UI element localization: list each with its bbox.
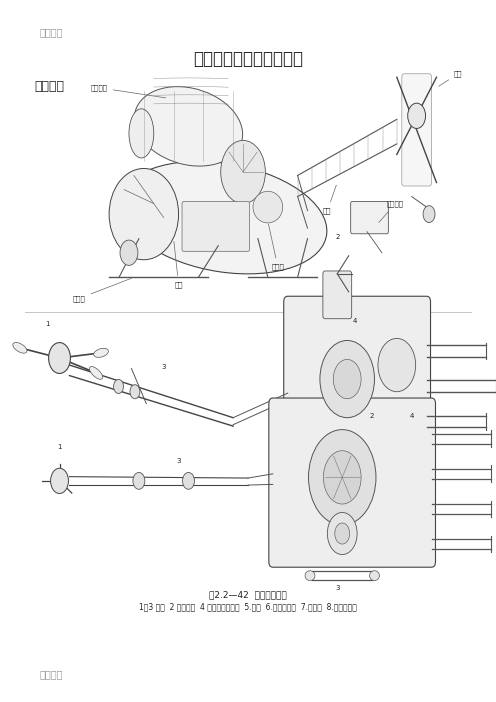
Ellipse shape (134, 86, 243, 166)
Text: 1: 1 (57, 444, 62, 450)
Ellipse shape (89, 366, 103, 379)
Circle shape (130, 385, 140, 399)
Text: 3: 3 (161, 364, 166, 369)
Text: 直升飞机构造及飞行原理: 直升飞机构造及飞行原理 (193, 50, 303, 68)
Ellipse shape (109, 168, 179, 260)
Text: 构造简图: 构造简图 (35, 80, 64, 93)
Text: 发动机舱: 发动机舱 (91, 84, 166, 98)
Text: 2: 2 (335, 234, 339, 239)
Text: 2: 2 (370, 413, 374, 418)
FancyBboxPatch shape (323, 271, 352, 319)
Text: 3: 3 (176, 458, 181, 464)
Circle shape (320, 340, 374, 418)
Ellipse shape (370, 571, 379, 581)
Circle shape (323, 451, 361, 504)
Text: 起落架: 起落架 (73, 278, 131, 302)
Circle shape (327, 512, 357, 555)
Circle shape (49, 343, 70, 373)
Circle shape (408, 103, 426, 128)
Text: 尾桨: 尾桨 (439, 70, 462, 86)
FancyBboxPatch shape (269, 398, 435, 567)
Ellipse shape (129, 109, 154, 158)
Ellipse shape (221, 140, 265, 204)
Circle shape (120, 240, 138, 265)
Text: 精品文档: 精品文档 (40, 27, 63, 37)
FancyBboxPatch shape (402, 74, 432, 186)
Circle shape (133, 472, 145, 489)
Text: 过滤器: 过滤器 (268, 224, 284, 270)
Text: 座舱: 座舱 (174, 241, 183, 288)
Ellipse shape (253, 191, 283, 223)
Circle shape (378, 338, 416, 392)
Text: 尾梁: 尾梁 (323, 185, 336, 214)
FancyBboxPatch shape (351, 201, 388, 234)
Text: 4: 4 (353, 318, 357, 324)
FancyBboxPatch shape (182, 201, 249, 251)
Text: 3: 3 (335, 585, 340, 590)
Circle shape (309, 430, 376, 525)
Circle shape (183, 472, 194, 489)
Text: 水平尾翼: 水平尾翼 (379, 200, 404, 223)
Ellipse shape (120, 161, 327, 274)
Text: 图2.2—42  直升机传动轴: 图2.2—42 直升机传动轴 (209, 591, 287, 600)
Ellipse shape (305, 571, 315, 581)
Circle shape (51, 468, 68, 494)
Text: 精品文档: 精品文档 (40, 669, 63, 679)
Circle shape (114, 379, 124, 393)
Circle shape (335, 523, 350, 544)
Circle shape (333, 359, 361, 399)
Circle shape (423, 206, 435, 223)
Text: 4: 4 (410, 413, 414, 418)
Ellipse shape (94, 348, 109, 357)
FancyBboxPatch shape (284, 296, 431, 448)
Text: 1、3 主轴  2 主减速器  4 通风扇差转动轴  5.尾管  6.卡伦减速将  7.中间箱  8.尾部减速器: 1、3 主轴 2 主减速器 4 通风扇差转动轴 5.尾管 6.卡伦减速将 7.中… (139, 603, 357, 611)
Ellipse shape (13, 343, 27, 353)
Text: 1: 1 (45, 322, 50, 327)
